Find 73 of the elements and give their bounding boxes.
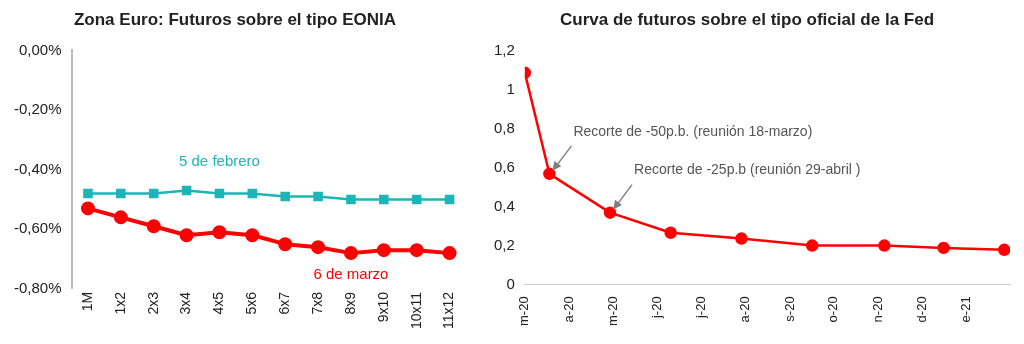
point <box>313 191 323 202</box>
y-tick-label: 1 <box>506 79 515 97</box>
point <box>409 243 424 258</box>
point <box>212 225 227 240</box>
point <box>442 246 457 261</box>
point <box>997 243 1010 257</box>
point <box>116 188 126 199</box>
x-tick-label: o-20 <box>825 296 841 323</box>
point <box>278 237 293 252</box>
y-tick-label: 0,8 <box>493 118 515 136</box>
point <box>878 239 891 252</box>
point <box>937 241 950 255</box>
y-tick-label: -0,60% <box>14 219 62 237</box>
point <box>543 167 556 181</box>
series-label: 5 de febrero <box>179 151 260 169</box>
point <box>805 239 819 252</box>
x-tick-label: n-20 <box>870 296 886 323</box>
x-tick-label: j-20 <box>692 296 708 320</box>
point <box>83 188 93 199</box>
x-tick-label: 10x11 <box>407 291 424 329</box>
point <box>113 210 128 225</box>
point <box>311 240 326 255</box>
series-label: 6 de marzo <box>313 265 389 283</box>
x-tick-label: 11x12 <box>440 291 457 329</box>
y-tick-label: 0 <box>506 274 515 292</box>
x-tick-label: 1M <box>78 291 95 312</box>
point <box>346 194 356 205</box>
y-tick-label: -0,80% <box>14 279 62 297</box>
point <box>148 188 159 199</box>
x-tick-label: m-20 <box>604 296 620 327</box>
point <box>214 188 225 199</box>
point <box>80 201 95 216</box>
annotation: Recorte de -50p.b. (reunión 18-marzo) <box>573 122 813 139</box>
point <box>411 194 422 205</box>
point <box>444 194 455 205</box>
x-tick-label: s-20 <box>782 296 798 322</box>
y-tick-label: 1,2 <box>493 40 515 58</box>
point <box>735 232 748 245</box>
point <box>280 191 290 202</box>
x-tick-label: m-20 <box>516 296 532 327</box>
x-tick-label: 2x3 <box>144 291 161 315</box>
y-tick-label: -0,20% <box>14 100 62 118</box>
point <box>379 194 389 205</box>
point <box>146 219 161 234</box>
point <box>247 188 258 199</box>
x-tick-label: d-20 <box>913 296 929 323</box>
x-tick-label: j-20 <box>649 296 665 320</box>
y-tick-label: 0,6 <box>493 157 515 175</box>
x-tick-label: e-21 <box>958 296 974 323</box>
chart-title: Curva de futuros sobre el tipo oficial de la Fed <box>559 9 935 29</box>
x-tick-label: 1x2 <box>111 291 128 315</box>
y-tick-label: 0,4 <box>493 196 515 214</box>
point <box>664 226 677 239</box>
chart-title: Zona Euro: Futuros sobre el tipo EONIA <box>73 9 397 29</box>
point <box>376 243 391 258</box>
x-tick-label: 9x10 <box>374 291 391 323</box>
point <box>603 206 617 219</box>
x-tick-label: a-20 <box>737 296 753 323</box>
point <box>245 228 260 243</box>
point <box>181 185 192 196</box>
point <box>179 228 194 243</box>
x-tick-label: a-20 <box>561 296 577 323</box>
x-tick-label: 8x9 <box>341 291 358 315</box>
annotation: Recorte de -25p.b (reunión 29-abril ) <box>634 161 861 178</box>
x-tick-label: 4x5 <box>210 291 227 315</box>
x-tick-label: 6x7 <box>276 291 293 315</box>
x-tick-label: 7x8 <box>308 291 325 315</box>
point <box>343 246 358 261</box>
y-tick-label: 0,2 <box>493 235 515 253</box>
y-tick-label: -0,40% <box>14 159 62 177</box>
y-tick-label: 0,00% <box>18 40 62 58</box>
x-tick-label: 3x4 <box>177 291 194 315</box>
x-tick-label: 5x6 <box>243 291 260 315</box>
